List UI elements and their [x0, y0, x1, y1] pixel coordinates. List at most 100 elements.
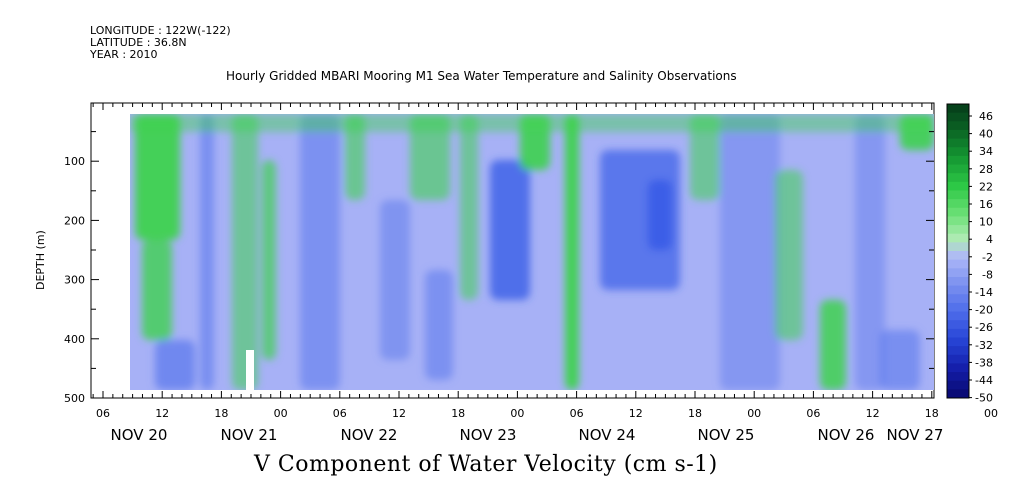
y-labels: 100 200 300 400 500 — [64, 155, 85, 405]
latitude-label: LATITUDE : 36.8N — [90, 36, 187, 49]
colorbar-segment — [947, 190, 969, 200]
colorbar-segment — [947, 121, 969, 131]
colorbar-segment — [947, 164, 969, 174]
colorbar-label: -32 — [975, 339, 993, 352]
variable-label: V Component of Water Velocity (cm s-1) — [254, 452, 718, 477]
heatmap-band — [690, 114, 720, 200]
x-ticks-bottom — [92, 391, 933, 398]
colorbar-label: -44 — [975, 374, 993, 387]
heatmap-band — [648, 180, 672, 250]
colorbar-label: -20 — [975, 304, 993, 317]
x-day-label: NOV 23 — [460, 426, 517, 444]
colorbar-label: 28 — [979, 163, 993, 176]
heatmap-band — [232, 114, 258, 390]
y-tick-label: 300 — [64, 274, 85, 287]
colorbar-segment — [947, 216, 969, 226]
colorbar-label: 46 — [979, 110, 993, 123]
colorbar-segment — [947, 363, 969, 373]
x-hour-label: 06 — [333, 407, 347, 420]
heatmap-band — [410, 114, 450, 200]
colorbar-label: 40 — [979, 128, 993, 141]
colorbar-segment — [947, 104, 969, 114]
heatmap-band — [425, 270, 453, 380]
x-hour-label: 12 — [866, 407, 880, 420]
x-hour-label: 12 — [155, 407, 169, 420]
colorbar-segment — [947, 147, 969, 157]
x-hour-label: 06 — [96, 407, 110, 420]
colorbar-segment — [947, 389, 969, 399]
heatmap-band — [200, 114, 214, 390]
colorbar-segment — [947, 173, 969, 183]
x-hour-label: 18 — [451, 407, 465, 420]
heatmap-band — [155, 340, 195, 390]
colorbar-segment — [947, 372, 969, 382]
colorbar-segment — [947, 346, 969, 356]
heatmap-band — [262, 160, 276, 360]
x-hour-label: 18 — [214, 407, 228, 420]
x-day-label: NOV 22 — [341, 426, 398, 444]
colorbar-segment — [947, 225, 969, 235]
colorbar-segment — [947, 138, 969, 148]
heatmap-band — [345, 114, 365, 200]
colorbar-labels: 46 40 34 28 22 16 10 4 -2 -8 -14 -20 -26 -32 -38 -44 -50 — [969, 110, 993, 405]
y-axis-label: DEPTH (m) — [34, 230, 47, 290]
year-label: YEAR : 2010 — [90, 48, 158, 61]
colorbar-label: -8 — [982, 268, 993, 281]
x-day-label: NOV 21 — [221, 426, 278, 444]
longitude-label: LONGITUDE : 122W(-122) — [90, 24, 231, 37]
x-day-label: NOV 20 — [111, 426, 168, 444]
colorbar-label: 10 — [979, 216, 993, 229]
x-hour-labels: 0612180006121800061218000612180006121800… — [96, 407, 998, 420]
colorbar-label: -14 — [975, 286, 993, 299]
heatmap-band — [855, 114, 885, 390]
y-tick-label: 400 — [64, 333, 85, 346]
colorbar-segment — [947, 311, 969, 321]
colorbar — [946, 103, 970, 399]
x-hour-label: 00 — [274, 407, 288, 420]
chart-title: Hourly Gridded MBARI Mooring M1 Sea Wate… — [226, 69, 737, 83]
x-day-label: NOV 25 — [698, 426, 755, 444]
colorbar-segment — [947, 320, 969, 330]
colorbar-label: -26 — [975, 321, 993, 334]
x-ticks-top — [92, 103, 933, 110]
heatmap-band — [460, 114, 478, 300]
x-hour-label: 06 — [570, 407, 584, 420]
colorbar-segment — [947, 354, 969, 364]
x-hour-label: 18 — [925, 407, 939, 420]
heatmap-band — [565, 114, 579, 390]
colorbar-segment — [947, 337, 969, 347]
heatmap-band — [880, 330, 920, 390]
heatmap-band — [380, 200, 410, 360]
colorbar-segment — [947, 294, 969, 304]
x-hour-label: 00 — [510, 407, 524, 420]
colorbar-segment — [947, 181, 969, 191]
x-hour-label: 00 — [747, 407, 761, 420]
colorbar-label: 4 — [986, 233, 993, 246]
heatmap-band — [300, 114, 340, 390]
colorbar-label: 16 — [979, 198, 993, 211]
heatmap-band — [775, 170, 803, 340]
colorbar-frame — [946, 103, 970, 399]
colorbar-segment — [947, 268, 969, 278]
x-day-label: NOV 27 — [887, 426, 944, 444]
colorbar-segment — [947, 242, 969, 252]
colorbar-segment — [947, 233, 969, 243]
colorbar-segment — [947, 251, 969, 261]
colorbar-segment — [947, 328, 969, 338]
colorbar-segment — [947, 285, 969, 295]
colorbar-segment — [947, 380, 969, 390]
x-hour-label: 06 — [806, 407, 820, 420]
x-hour-label: 00 — [984, 407, 998, 420]
colorbar-segment — [947, 112, 969, 122]
colorbar-label: -50 — [975, 392, 993, 405]
colorbar-segment — [947, 302, 969, 313]
x-hour-label: 18 — [688, 407, 702, 420]
x-hour-label: 12 — [392, 407, 406, 420]
y-ticks — [91, 131, 934, 399]
heatmap-surface-band — [130, 114, 934, 132]
colorbar-label: 22 — [979, 180, 993, 193]
heatmap-band — [135, 114, 180, 240]
y-tick-label: 100 — [64, 155, 85, 168]
colorbar-label: -2 — [982, 251, 993, 264]
